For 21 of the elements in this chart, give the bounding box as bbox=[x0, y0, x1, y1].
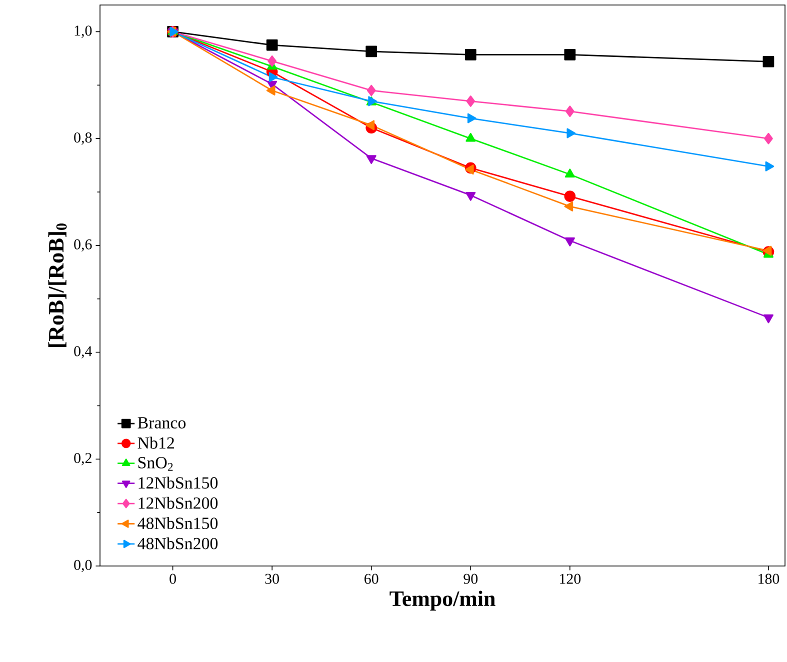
legend-label: 12NbSn200 bbox=[138, 496, 218, 509]
x-axis-title: Tempo/min bbox=[390, 590, 496, 611]
x-tick-label: 90 bbox=[464, 574, 478, 584]
x-tick-label: 180 bbox=[758, 574, 780, 584]
legend-label: SnO$_{2}$ bbox=[138, 457, 173, 471]
legend-label: Nb12 bbox=[138, 436, 174, 449]
y-axis-title: [RoB]/[RoB]$_{0}$ bbox=[48, 223, 67, 348]
y-tick-label: 0,6 bbox=[74, 239, 92, 252]
legend-label: 48NbSn150 bbox=[138, 517, 218, 530]
legend-label: 12NbSn150 bbox=[138, 476, 218, 489]
x-tick-label: 30 bbox=[265, 574, 279, 584]
legend-label: Branco bbox=[138, 417, 186, 428]
x-tick-label: 0 bbox=[170, 574, 176, 584]
y-tick-label: 0,4 bbox=[74, 346, 92, 358]
x-tick-label: 60 bbox=[364, 574, 378, 584]
legend-label: 48NbSn200 bbox=[138, 537, 218, 550]
y-tick-label: 1,0 bbox=[74, 26, 92, 38]
y-tick-label: 0,0 bbox=[74, 560, 92, 572]
x-tick-label: 120 bbox=[560, 574, 581, 584]
y-tick-label: 0,8 bbox=[74, 132, 92, 145]
y-tick-label: 0,2 bbox=[74, 453, 92, 466]
